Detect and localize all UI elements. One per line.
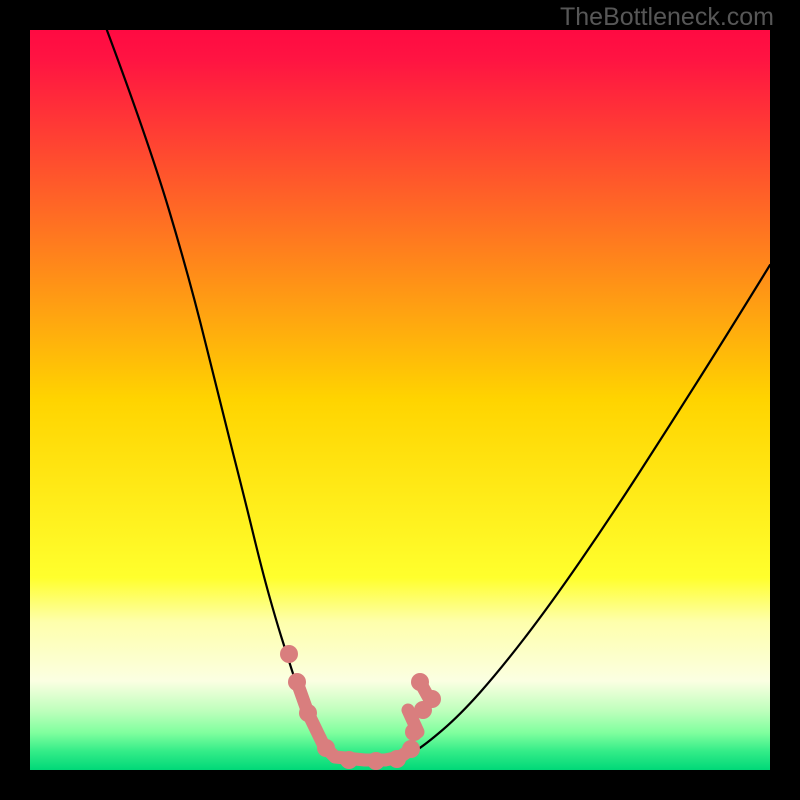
watermark-text: TheBottleneck.com [560,3,774,32]
bottleneck-curve [30,30,770,770]
heatmap-plot [30,30,770,770]
